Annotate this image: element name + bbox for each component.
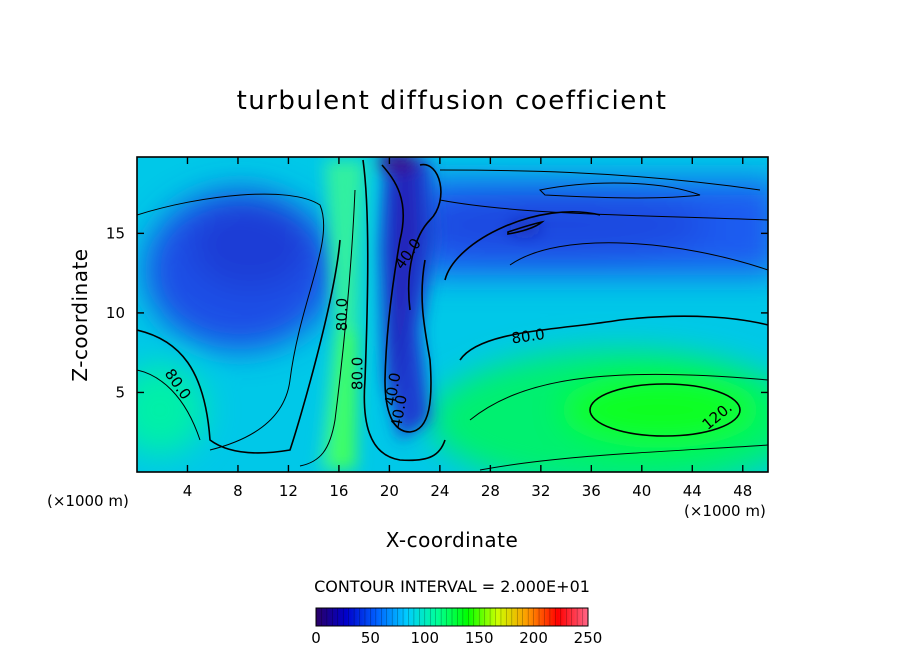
- y-axis-label: Z-coordinate: [68, 248, 92, 382]
- x-tick-label: 40: [632, 482, 651, 500]
- z-unit-label: (×1000 m): [47, 492, 129, 510]
- z-tick-label: 10: [106, 304, 125, 322]
- chart-title: turbulent diffusion coefficient: [236, 86, 668, 116]
- x-tick-label: 28: [481, 482, 500, 500]
- x-tick-label: 48: [733, 482, 752, 500]
- z-tick-label: 15: [106, 224, 125, 242]
- contour-label: 40.0: [381, 371, 405, 407]
- colorbar-tick-label: 100: [410, 629, 439, 647]
- colorbar-tick-label: 150: [465, 629, 494, 647]
- diffusion-field: [137, 157, 768, 472]
- contour-interval-text: CONTOUR INTERVAL = 2.000E+01: [314, 577, 590, 596]
- x-tick-label: 36: [582, 482, 601, 500]
- x-tick-label: 4: [183, 482, 193, 500]
- x-tick-label: 8: [233, 482, 243, 500]
- x-tick-label: 12: [279, 482, 298, 500]
- x-tick-label: 20: [380, 482, 399, 500]
- x-axis-label: X-coordinate: [385, 528, 519, 552]
- colorbar: 0 50 100 150 200 250: [311, 607, 603, 647]
- contour-label: 80.0: [333, 298, 351, 331]
- z-tick-label: 5: [115, 383, 125, 401]
- colorbar-tick-label: 0: [311, 629, 321, 647]
- colorbar-tick-label: 250: [574, 629, 603, 647]
- x-unit-label: (×1000 m): [684, 502, 766, 520]
- x-tick-label: 44: [683, 482, 702, 500]
- contour-lines: [137, 159, 768, 471]
- contour-label: 40.0: [387, 393, 411, 429]
- colorbar-tick-label: 200: [519, 629, 548, 647]
- x-tick-label: 16: [329, 482, 348, 500]
- x-tick-label: 24: [430, 482, 449, 500]
- colorbar-gradient: [315, 607, 589, 627]
- contour-label: 80.0: [510, 325, 546, 347]
- contour-label: 80.0: [348, 357, 366, 390]
- plot-frame: [136, 156, 769, 473]
- colorbar-tick-label: 50: [361, 629, 380, 647]
- x-tick-label: 32: [531, 482, 550, 500]
